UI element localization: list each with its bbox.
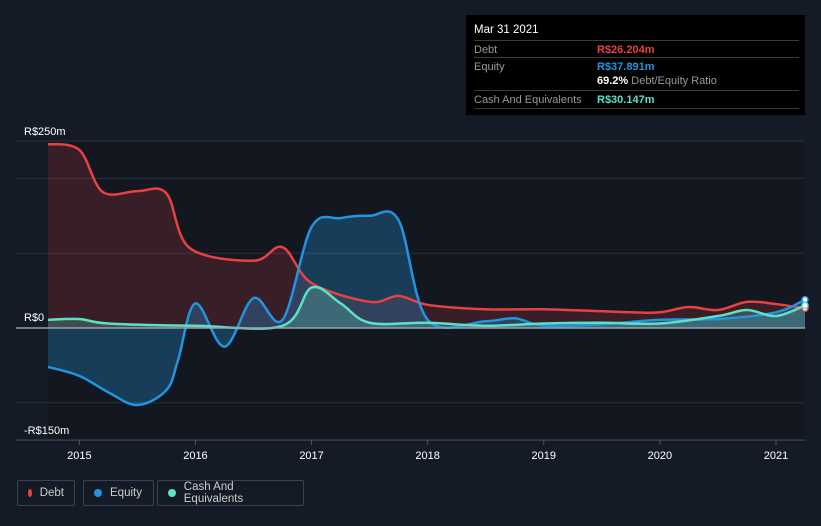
tooltip-date: Mar 31 2021 bbox=[474, 24, 539, 36]
y-tick-label: -R$150m bbox=[24, 425, 69, 437]
tooltip-equity-row: Equity R$37.891m bbox=[474, 57, 799, 75]
debt-area bbox=[48, 143, 805, 328]
legend-cash-label: Cash And Equivalents bbox=[183, 481, 244, 505]
x-tick-label: 2015 bbox=[67, 450, 91, 462]
x-tick-label: 2019 bbox=[532, 450, 556, 462]
cash-and-equivalents-line bbox=[47, 285, 806, 330]
cash-and-equivalents-end-point bbox=[801, 301, 809, 310]
tooltip-cash-value: R$30.147m bbox=[597, 94, 655, 106]
ratio-label: Debt/Equity Ratio bbox=[631, 75, 717, 87]
legend-equity-label: Equity bbox=[110, 487, 142, 499]
tooltip-ratio: 69.2% Debt/Equity Ratio bbox=[597, 75, 717, 87]
x-tick-label: 2016 bbox=[183, 450, 207, 462]
equity-area bbox=[48, 211, 805, 406]
debt-dot-icon bbox=[28, 489, 32, 497]
cash-dot-icon bbox=[168, 489, 176, 497]
y-tick-label: R$250m bbox=[24, 126, 66, 138]
x-tick-label: 2021 bbox=[764, 450, 788, 462]
tooltip-cash-label: Cash And Equivalents bbox=[474, 94, 582, 106]
tooltip-debt-row: Debt R$26.204m bbox=[474, 40, 799, 58]
debt-line bbox=[47, 142, 806, 315]
ratio-value: 69.2% bbox=[597, 75, 629, 87]
tooltip-cash-row: Cash And Equivalents R$30.147m bbox=[474, 90, 799, 109]
x-tick-label: 2020 bbox=[648, 450, 672, 462]
tooltip-equity-label: Equity bbox=[474, 61, 505, 73]
x-tick-label: 2017 bbox=[299, 450, 323, 462]
plot-area bbox=[48, 141, 805, 440]
legend-equity[interactable]: Equity bbox=[83, 480, 154, 506]
legend-debt-label: Debt bbox=[39, 487, 64, 499]
legend-debt[interactable]: Debt bbox=[17, 480, 75, 506]
tooltip-debt-value: R$26.204m bbox=[597, 44, 655, 56]
legend-cash[interactable]: Cash And Equivalents bbox=[157, 480, 304, 506]
tooltip-debt-label: Debt bbox=[474, 44, 498, 56]
y-tick-label: R$0 bbox=[24, 312, 44, 324]
x-tick-label: 2018 bbox=[415, 450, 439, 462]
tooltip-equity-value: R$37.891m bbox=[597, 61, 655, 73]
tooltip: Mar 31 2021 Debt R$26.204m Equity R$37.8… bbox=[466, 15, 805, 115]
equity-dot-icon bbox=[94, 489, 102, 497]
